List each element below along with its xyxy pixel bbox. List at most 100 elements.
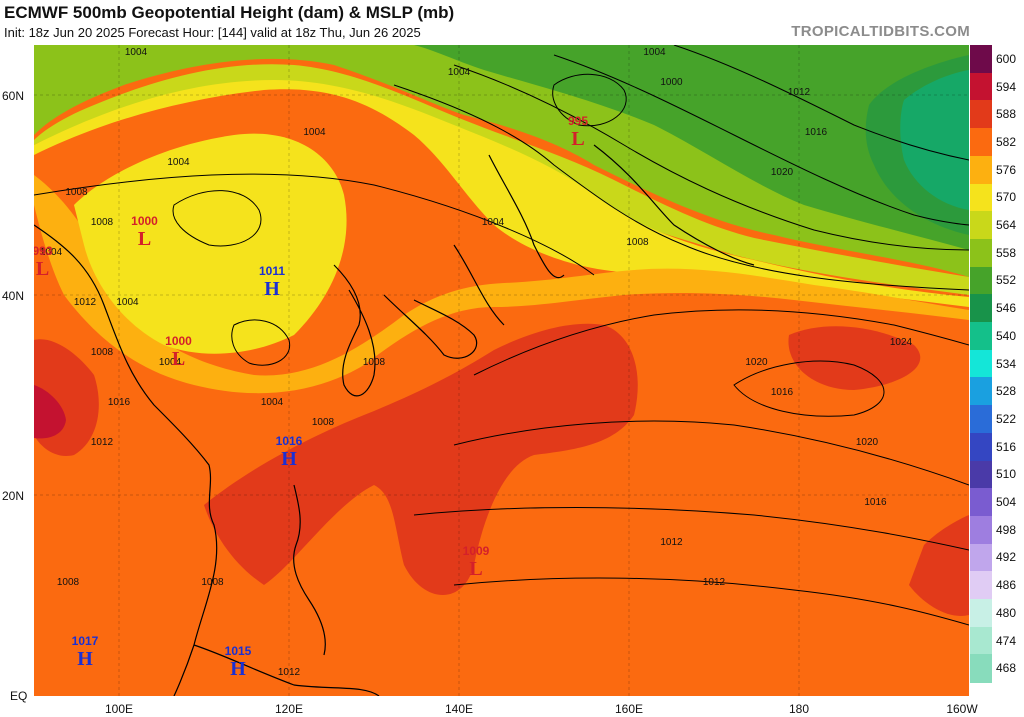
isobar-label: 1008 <box>201 577 224 588</box>
colorbar-swatch <box>970 322 992 351</box>
colorbar-label: 510 <box>996 467 1017 482</box>
lon-label-100e: 100E <box>104 702 134 716</box>
colorbar-swatch <box>970 405 992 434</box>
isobar-label: 1008 <box>65 187 88 198</box>
colorbar-swatch <box>970 543 992 572</box>
isobar-label: 1012 <box>91 437 114 448</box>
isobar-label: 1020 <box>771 167 794 178</box>
colorbar-swatch <box>970 100 992 129</box>
lon-label-120e: 120E <box>274 702 304 716</box>
pressure-value: 995 <box>568 114 588 128</box>
colorbar-label: 528 <box>996 384 1017 399</box>
height-band-588-central <box>788 326 921 390</box>
height-band-558 <box>34 45 969 250</box>
isobar-label: 1016 <box>771 387 794 398</box>
colorbar-label: 582 <box>996 134 1017 149</box>
isobar-label: 1008 <box>312 417 335 428</box>
isobar-label: 1004 <box>159 357 182 368</box>
isobar-label: 1012 <box>703 577 726 588</box>
pressure-value: 1009 <box>463 544 490 558</box>
isobar-label: 1016 <box>805 127 828 138</box>
colorbar-swatch <box>970 488 992 517</box>
height-band-576 <box>34 80 969 307</box>
isobar-label: 1000 <box>660 77 683 88</box>
colorbar-swatch <box>970 599 992 628</box>
pressure-value: 1015 <box>225 644 252 658</box>
isobar-label: 1008 <box>91 217 114 228</box>
colorbar-swatch <box>970 377 992 406</box>
colorbar <box>970 45 992 696</box>
colorbar-label: 588 <box>996 107 1017 122</box>
colorbar-swatch <box>970 626 992 655</box>
coastlines <box>34 144 755 696</box>
isobar-label: 1004 <box>40 247 63 258</box>
lat-label-40n: 40N <box>2 289 25 303</box>
colorbar-label: 600 <box>996 51 1017 66</box>
isobar-label: 1024 <box>890 337 913 348</box>
isobar-label: 1020 <box>856 437 879 448</box>
lat-label-20n: 20N <box>2 489 25 503</box>
height-band-588-east <box>909 515 969 616</box>
colorbar-label: 504 <box>996 495 1017 510</box>
colorbar-swatch <box>970 211 992 240</box>
colorbar-label: 540 <box>996 328 1017 343</box>
lon-label-180: 180 <box>788 702 810 716</box>
colorbar-swatch <box>970 72 992 101</box>
pressure-symbol: L <box>571 128 584 150</box>
height-band-582 <box>34 175 969 394</box>
colorbar-swatch <box>970 432 992 462</box>
height-band-570 <box>34 64 969 295</box>
colorbar-swatch <box>970 294 992 323</box>
pressure-value: 1017 <box>72 634 99 648</box>
isobar-label: 1008 <box>57 577 80 588</box>
map-title: ECMWF 500mb Geopotential Height (dam) & … <box>4 3 455 22</box>
isobar-label: 1012 <box>278 667 301 678</box>
colorbar-label: 492 <box>996 550 1017 565</box>
pressure-symbol: L <box>36 258 49 280</box>
colorbar-swatch <box>970 654 992 683</box>
colorbar-label: 516 <box>996 439 1017 454</box>
pressure-symbol: H <box>281 448 297 470</box>
forecast-map: 1004 1004 1004 1000 1012 1016 1020 1004 1004 1008… <box>34 45 969 696</box>
pressure-value: 1000 <box>165 334 192 348</box>
colorbar-label: 468 <box>996 661 1017 676</box>
colorbar-label: 534 <box>996 356 1017 371</box>
pressure-symbol: H <box>230 658 246 680</box>
colorbar-label: 486 <box>996 578 1017 593</box>
colorbar-swatch <box>970 45 992 74</box>
height-band-588-ridge <box>204 323 638 595</box>
forecast-info: Init: 18z Jun 20 2025 Forecast Hour: [14… <box>4 25 421 40</box>
colorbar-swatch <box>970 349 992 378</box>
colorbar-swatch <box>970 460 992 489</box>
brand-watermark[interactable]: TROPICALTIDBITS.COM <box>791 23 970 40</box>
pressure-value: 1000 <box>131 214 158 228</box>
pressure-symbol: H <box>264 278 280 300</box>
pressure-symbol: L <box>138 228 151 250</box>
isobar-label: 1004 <box>125 47 148 58</box>
colorbar-label: 552 <box>996 273 1017 288</box>
isobar-label: 1008 <box>363 357 386 368</box>
colorbar-label: 546 <box>996 301 1017 316</box>
isobar-contours <box>34 45 969 626</box>
pressure-value: 993 <box>34 244 53 258</box>
isobar-label: 1004 <box>643 47 666 58</box>
isobar-label: 1004 <box>448 67 471 78</box>
pressure-symbol: L <box>172 348 185 370</box>
colorbar-swatch <box>970 128 992 157</box>
height-band-594 <box>34 385 66 439</box>
isobar-label: 1012 <box>74 297 97 308</box>
colorbar-label: 594 <box>996 79 1017 94</box>
isobar-label: 1004 <box>167 157 190 168</box>
colorbar-swatch <box>970 571 992 600</box>
colorbar-swatch <box>970 266 992 295</box>
colorbar-label: 564 <box>996 218 1017 233</box>
isobar-label: 1004 <box>116 297 139 308</box>
colorbar-label: 498 <box>996 522 1017 537</box>
